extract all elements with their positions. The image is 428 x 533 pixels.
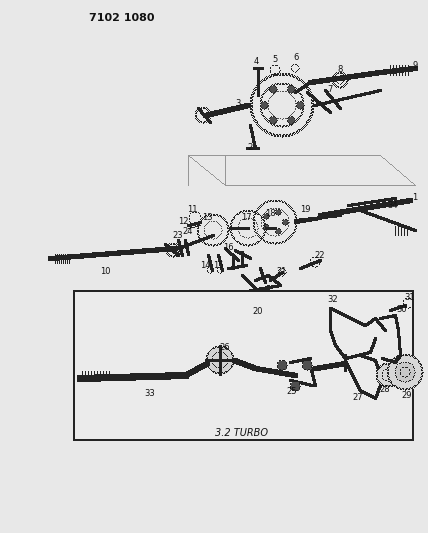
Text: 10: 10 [100, 268, 110, 277]
Text: 13: 13 [202, 213, 212, 222]
Text: 32: 32 [328, 295, 338, 304]
Text: 3.2 TURBO: 3.2 TURBO [216, 428, 268, 438]
Text: 19: 19 [300, 206, 310, 214]
Text: 6: 6 [293, 52, 299, 61]
Text: 33: 33 [145, 389, 155, 398]
Text: 16: 16 [223, 244, 233, 253]
Text: 28: 28 [380, 385, 390, 394]
Text: 8: 8 [337, 66, 343, 75]
Text: 26: 26 [220, 343, 230, 352]
Text: 5: 5 [272, 55, 278, 64]
Text: 29: 29 [402, 392, 412, 400]
Text: 1: 1 [412, 193, 418, 203]
Text: 21: 21 [277, 268, 287, 277]
Text: 14: 14 [200, 261, 210, 270]
Text: 4: 4 [253, 58, 259, 67]
Text: 25: 25 [287, 387, 297, 397]
Text: 3: 3 [235, 99, 241, 108]
Text: 11: 11 [187, 206, 197, 214]
Text: 24: 24 [183, 228, 193, 237]
Text: 22: 22 [315, 251, 325, 260]
Text: 17: 17 [241, 214, 251, 222]
Text: 7: 7 [327, 85, 333, 94]
Text: 27: 27 [353, 393, 363, 402]
Text: 7102 1080: 7102 1080 [89, 13, 155, 23]
Text: 9: 9 [412, 61, 418, 69]
Text: 23: 23 [172, 230, 183, 239]
Text: 30: 30 [397, 305, 407, 314]
Text: 2: 2 [247, 143, 253, 152]
Text: 18: 18 [265, 208, 275, 217]
Text: 20: 20 [253, 308, 263, 317]
Text: 12: 12 [178, 217, 188, 227]
Text: 31: 31 [405, 294, 415, 303]
Text: 34: 34 [388, 200, 398, 209]
Text: 15: 15 [213, 261, 223, 270]
